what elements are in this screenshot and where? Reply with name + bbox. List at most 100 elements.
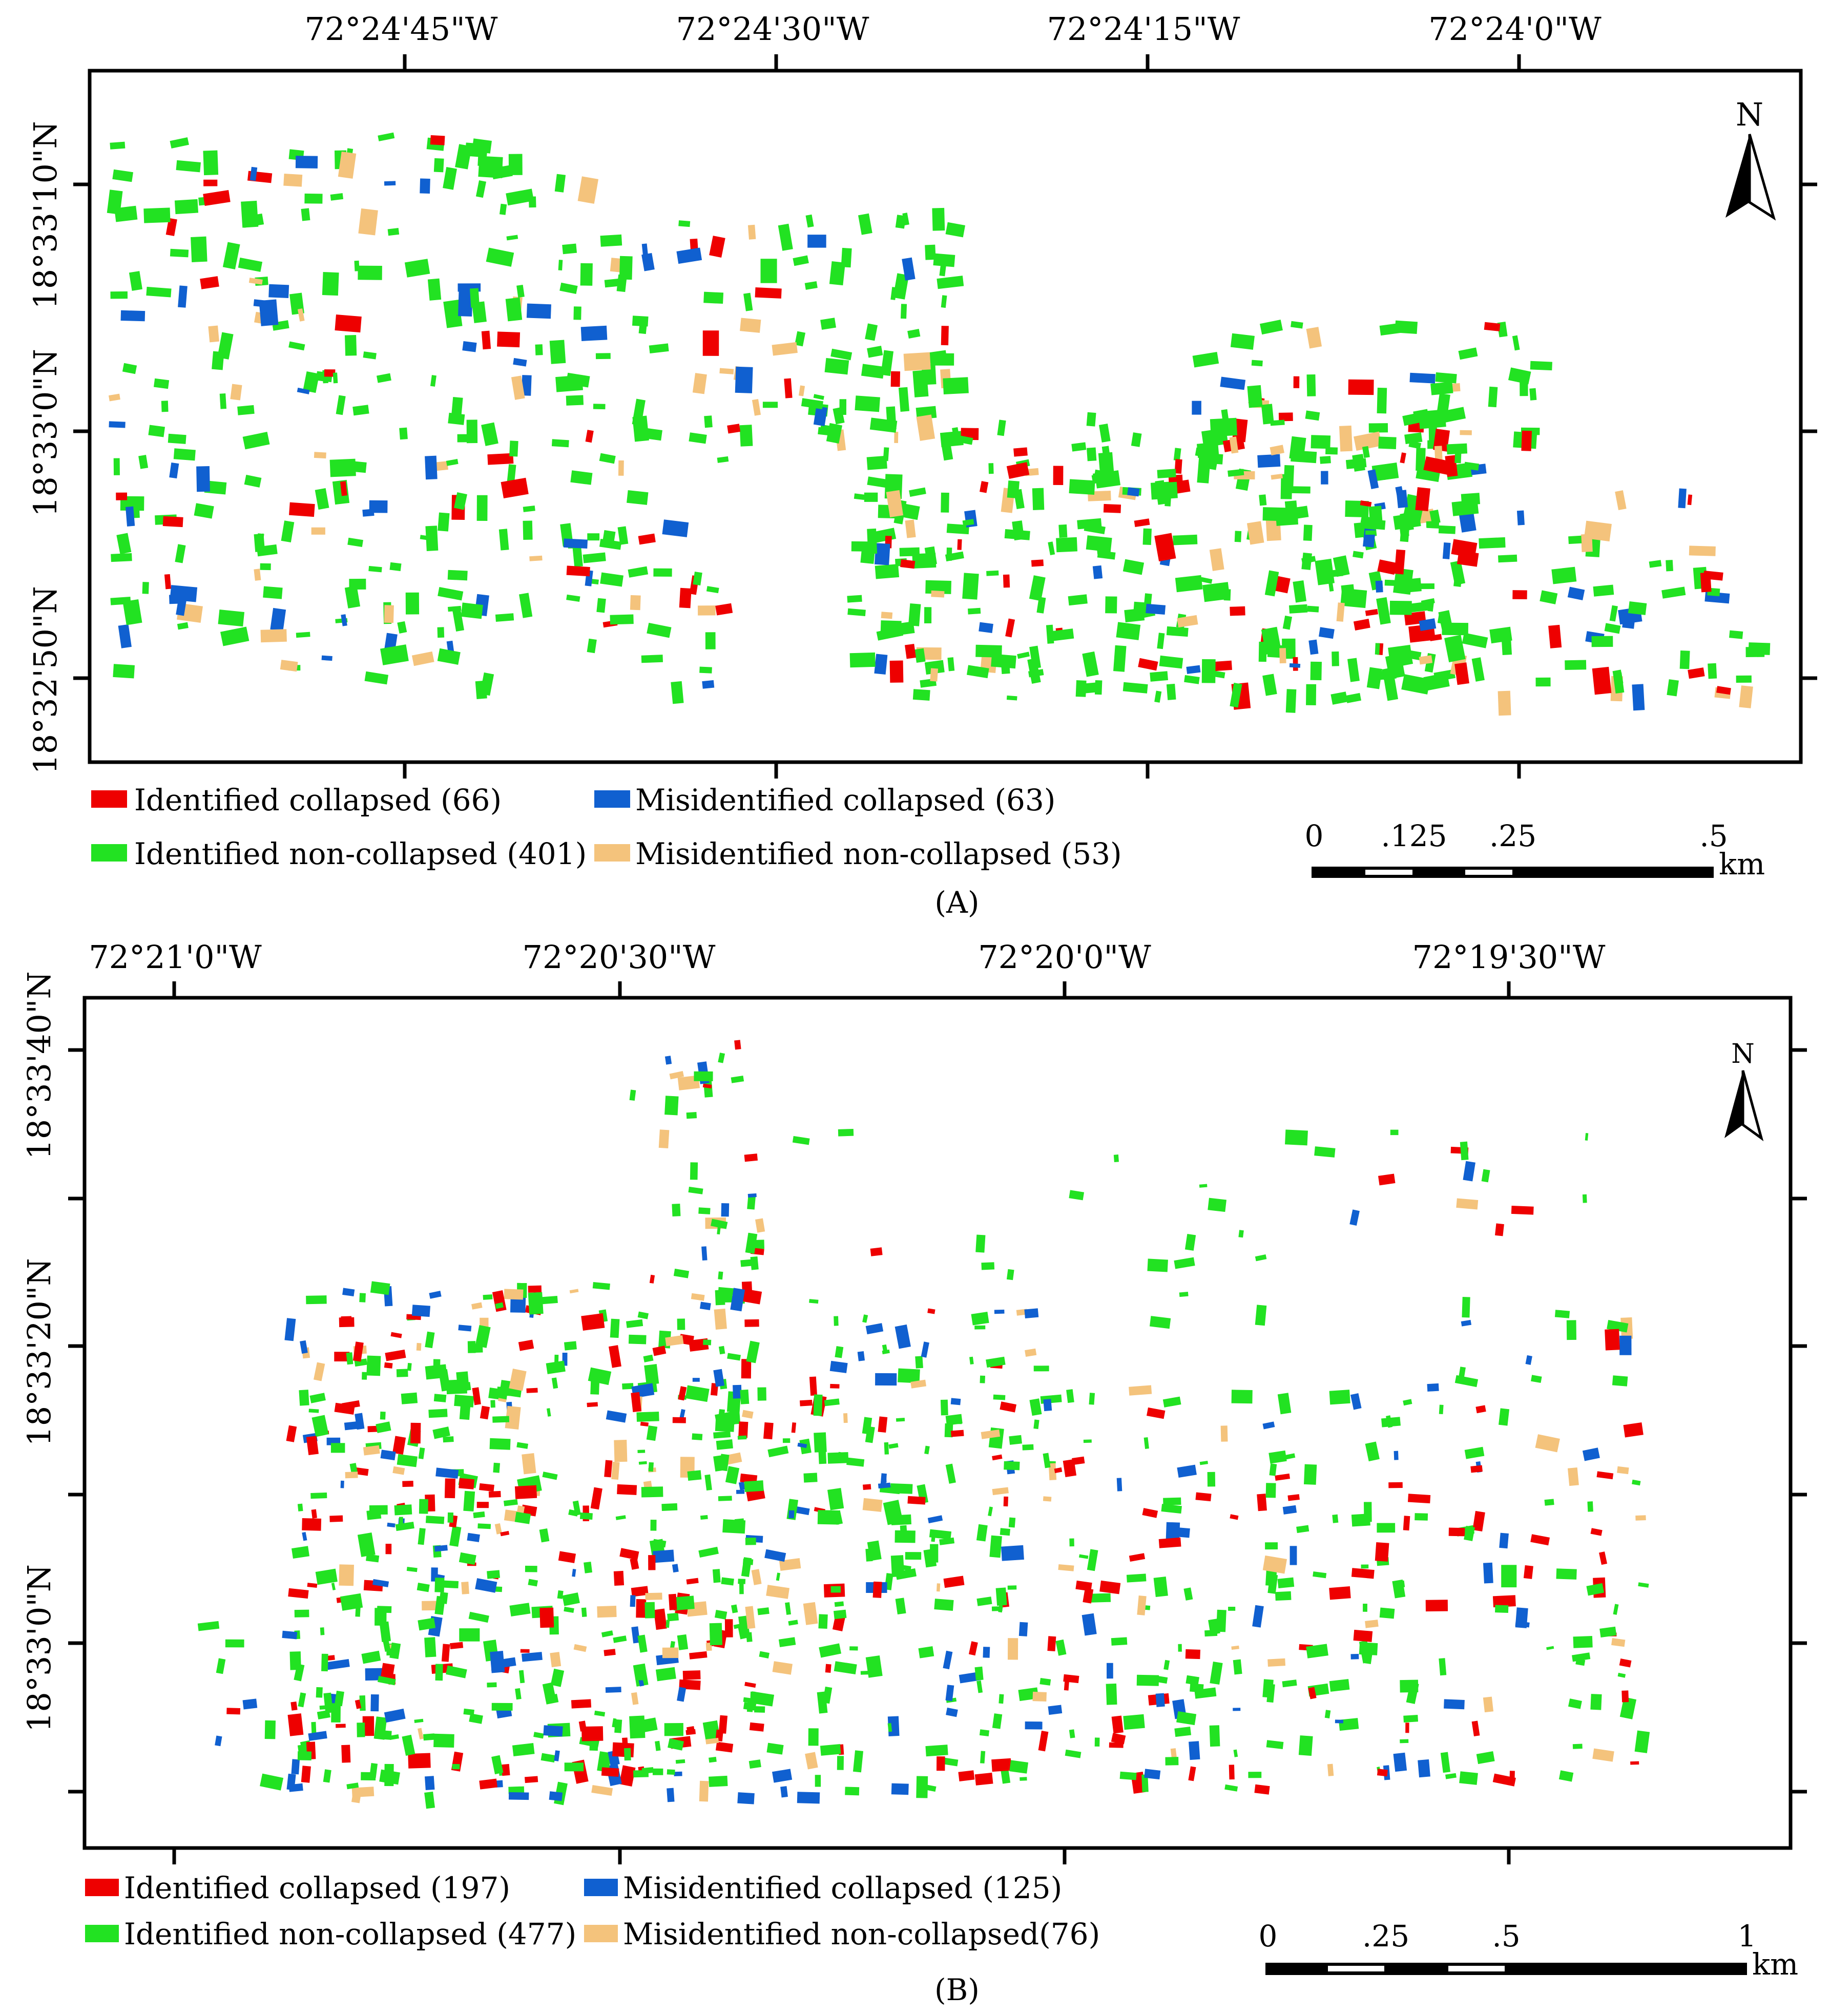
building-footprint <box>1199 1184 1208 1188</box>
building-footprint <box>1615 490 1627 511</box>
building-footprint <box>220 626 249 646</box>
building-footprint <box>486 247 514 267</box>
building-footprint <box>1195 1492 1212 1502</box>
building-footprint <box>766 1585 790 1599</box>
building-footprint <box>1071 442 1087 452</box>
building-footprint <box>1056 537 1078 553</box>
building-footprint <box>579 1512 593 1520</box>
building-footprint <box>387 227 400 236</box>
building-footprint <box>491 1703 513 1711</box>
building-footprint <box>1200 577 1213 584</box>
building-footprint <box>1348 379 1374 395</box>
building-footprint <box>883 1500 903 1525</box>
building-footprint <box>401 1392 418 1404</box>
building-footprint <box>479 1778 497 1790</box>
building-footprint <box>744 1682 756 1688</box>
building-footprint <box>793 255 809 266</box>
building-footprint <box>631 1586 649 1597</box>
building-footprint <box>1113 1154 1119 1163</box>
building-footprint <box>772 1661 793 1675</box>
building-footprint <box>930 668 939 682</box>
building-footprint <box>1149 1316 1171 1329</box>
building-footprint <box>1054 1467 1063 1474</box>
building-footprint <box>838 1128 854 1137</box>
building-footprint <box>788 1620 798 1626</box>
building-footprint <box>491 165 513 180</box>
building-footprint <box>1038 1731 1049 1752</box>
building-footprint <box>1106 1683 1117 1705</box>
building-footprint <box>1158 1537 1181 1548</box>
building-footprint <box>399 1517 403 1524</box>
building-footprint <box>630 1595 636 1607</box>
building-footprint <box>542 1682 556 1702</box>
building-footprint <box>462 341 477 352</box>
building-footprint <box>715 1290 725 1306</box>
building-footprint <box>1174 1257 1195 1269</box>
building-footprint <box>1083 1439 1092 1443</box>
building-footprint <box>504 1499 518 1506</box>
building-footprint <box>289 1651 301 1670</box>
building-footprint <box>1266 1740 1284 1750</box>
building-footprint <box>1330 691 1348 705</box>
building-footprint <box>896 1418 905 1422</box>
building-footprint <box>340 481 347 496</box>
panel-b-ticks <box>68 981 1807 1864</box>
building-footprint <box>910 1379 927 1389</box>
building-footprint <box>1290 1546 1297 1565</box>
building-footprint <box>447 605 462 612</box>
building-footprint <box>717 456 729 463</box>
building-footprint <box>983 1647 990 1658</box>
building-footprint <box>1612 669 1624 685</box>
building-footprint <box>1394 549 1406 575</box>
building-footprint <box>979 1729 990 1736</box>
building-footprint <box>1462 1297 1470 1318</box>
building-footprint <box>1087 447 1097 461</box>
building-footprint <box>420 178 430 194</box>
building-footprint <box>367 1425 380 1433</box>
building-footprint <box>1293 580 1307 603</box>
building-footprint <box>1048 1463 1057 1480</box>
building-footprint <box>1086 535 1112 552</box>
building-footprint <box>968 607 981 615</box>
building-footprint <box>715 603 733 616</box>
building-footprint <box>1632 684 1645 711</box>
building-footprint <box>1091 1593 1111 1603</box>
building-footprint <box>1345 458 1367 469</box>
building-footprint <box>465 142 488 158</box>
building-footprint <box>550 1652 562 1668</box>
building-footprint <box>862 1498 883 1512</box>
building-footprint <box>1004 1461 1020 1471</box>
building-footprint <box>1262 1421 1275 1430</box>
building-footprint <box>346 1352 353 1365</box>
building-footprint <box>1367 469 1379 490</box>
building-footprint <box>518 593 533 618</box>
building-footprint <box>558 260 563 271</box>
building-footprint <box>1365 1620 1379 1628</box>
building-footprint <box>1293 376 1300 388</box>
building-footprint <box>1448 1527 1465 1537</box>
building-footprint <box>962 573 979 600</box>
panel-a-lon-label: 72°24'0"W <box>1428 10 1602 48</box>
building-footprint <box>616 274 627 292</box>
building-footprint <box>311 1509 317 1519</box>
building-footprint <box>1094 680 1103 695</box>
building-footprint <box>577 176 599 204</box>
panel-b-building-footprints <box>197 1040 1650 1809</box>
building-footprint <box>804 281 818 290</box>
building-footprint <box>988 1506 993 1517</box>
building-footprint <box>592 1282 610 1290</box>
building-footprint <box>1006 462 1030 479</box>
building-footprint <box>1174 459 1182 474</box>
building-footprint <box>865 1323 884 1335</box>
building-footprint <box>306 1295 327 1305</box>
building-footprint <box>564 1762 584 1772</box>
building-footprint <box>1384 579 1396 586</box>
building-footprint <box>976 1681 983 1693</box>
building-footprint <box>1460 430 1472 435</box>
building-footprint <box>1339 425 1353 452</box>
building-footprint <box>425 1331 435 1349</box>
building-footprint <box>385 1349 406 1361</box>
building-footprint <box>946 548 952 561</box>
building-footprint <box>507 464 516 485</box>
building-footprint <box>418 1528 426 1545</box>
